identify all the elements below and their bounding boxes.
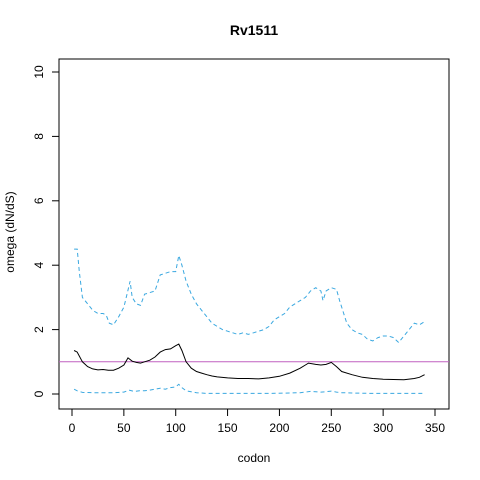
y-tick-label: 8 xyxy=(32,133,46,140)
plot-frame xyxy=(58,58,450,410)
y-tick-label: 0 xyxy=(32,390,46,397)
series-line-2 xyxy=(74,248,425,344)
x-axis-label: codon xyxy=(238,451,271,465)
x-tick-label: 300 xyxy=(373,421,393,435)
y-tick-label: 4 xyxy=(32,262,46,269)
x-tick-label: 350 xyxy=(425,421,445,435)
y-tick-label: 2 xyxy=(32,326,46,333)
x-tick-label: 200 xyxy=(269,421,289,435)
x-tick-label: 0 xyxy=(69,421,76,435)
series-line-1 xyxy=(73,343,425,381)
x-axis: 0 50 100 150 200 250 300 350 xyxy=(69,409,445,435)
y-axis-label: omega (dN/dS) xyxy=(3,191,17,272)
chart-title: Rv1511 xyxy=(230,22,278,38)
x-tick-label: 100 xyxy=(166,421,186,435)
y-tick-label: 10 xyxy=(32,65,46,79)
x-tick-label: 50 xyxy=(117,421,131,435)
x-tick-label: 250 xyxy=(321,421,341,435)
y-axis: 0 2 4 6 8 10 xyxy=(32,65,59,397)
series-layer xyxy=(59,248,449,394)
series-line-3 xyxy=(73,383,425,394)
x-tick-label: 150 xyxy=(218,421,238,435)
y-tick-label: 6 xyxy=(32,197,46,204)
